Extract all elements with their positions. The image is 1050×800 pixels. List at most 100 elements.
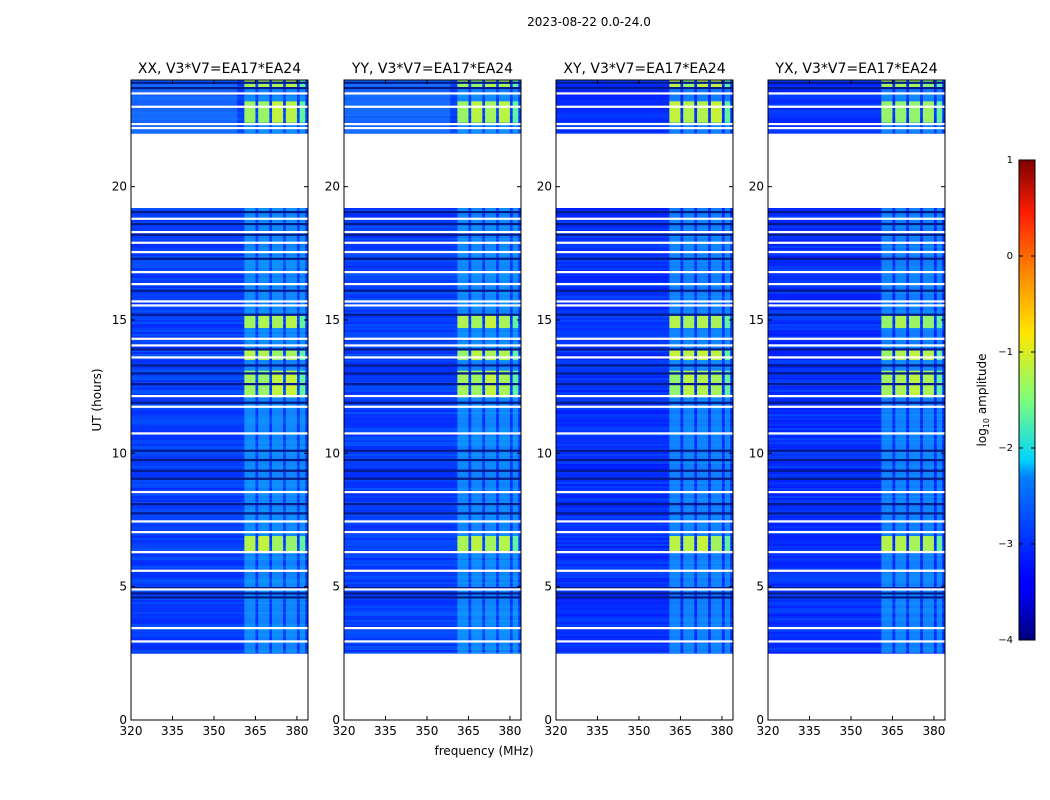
noise-row — [131, 228, 308, 230]
noise-row — [768, 318, 945, 320]
noise-row — [556, 358, 733, 360]
noise-row — [768, 452, 945, 454]
flagged-line — [768, 432, 945, 435]
noise-row — [344, 426, 521, 428]
noise-row — [556, 560, 733, 562]
y-tick-label: 10 — [749, 446, 764, 460]
noise-row — [768, 576, 945, 578]
band-burst — [512, 80, 519, 88]
noise-row — [344, 496, 521, 498]
flagged-line — [768, 531, 945, 534]
noise-row — [768, 248, 945, 250]
flagged-line — [556, 231, 733, 234]
noise-row — [131, 562, 308, 564]
noise-row — [344, 486, 521, 488]
band-burst — [710, 349, 722, 360]
dark-line — [768, 372, 945, 375]
dark-line — [131, 503, 308, 506]
y-tick-label: 0 — [544, 713, 552, 727]
noise-row — [344, 636, 521, 638]
noise-row — [768, 418, 945, 420]
noise-row — [131, 568, 308, 570]
noise-row — [556, 590, 733, 592]
flagged-line — [556, 300, 733, 303]
band-burst — [485, 314, 497, 328]
dark-line — [556, 596, 733, 599]
noise-row — [556, 444, 733, 446]
noise-row — [131, 614, 308, 616]
dark-line — [131, 596, 308, 599]
noise-row — [344, 438, 521, 440]
band-burst — [909, 101, 921, 123]
noise-row — [131, 116, 308, 118]
x-tick-label: 365 — [244, 724, 267, 738]
noise-row — [556, 352, 733, 354]
flagged-line — [344, 241, 521, 244]
noise-row — [768, 292, 945, 294]
band-burst — [512, 536, 519, 552]
band-burst — [471, 536, 483, 552]
noise-row — [344, 346, 521, 348]
spectrogram-xy — [556, 80, 733, 654]
noise-row — [131, 370, 308, 372]
noise-row — [556, 522, 733, 524]
noise-row — [556, 254, 733, 256]
noise-row — [131, 320, 308, 322]
noise-row — [344, 320, 521, 322]
noise-row — [344, 564, 521, 566]
noise-row — [131, 488, 308, 490]
noise-row — [556, 440, 733, 442]
flagged-line — [556, 217, 733, 220]
band-column — [922, 208, 934, 654]
flagged-line — [344, 105, 521, 108]
flagged-line — [131, 251, 308, 254]
noise-row — [768, 434, 945, 436]
axes-frame — [343, 79, 522, 721]
band-burst — [471, 101, 483, 123]
panels-group: XX, V3*V7=EA17*EA24 320 335 350 365 380 0 5 10 15… — [112, 61, 946, 738]
noise-row — [344, 214, 521, 216]
dark-line — [768, 459, 945, 462]
noise-row — [768, 268, 945, 270]
noise-row — [344, 416, 521, 418]
flagged-line — [131, 123, 308, 126]
noise-row — [768, 130, 945, 132]
x-tick-label: 335 — [798, 724, 821, 738]
noise-row — [768, 600, 945, 602]
noise-row — [556, 616, 733, 618]
x-tick-label: 380 — [285, 724, 308, 738]
noise-row — [768, 604, 945, 606]
flagged-line — [768, 300, 945, 303]
noise-row — [556, 414, 733, 416]
noise-row — [556, 278, 733, 280]
noise-row — [131, 444, 308, 446]
noise-row — [131, 362, 308, 364]
axes-frame — [130, 79, 309, 721]
flagged-line — [344, 337, 521, 340]
noise-row — [344, 362, 521, 364]
band-burst — [512, 349, 519, 360]
noise-row — [768, 244, 945, 246]
flagged-line — [344, 127, 521, 130]
noise-row — [556, 90, 733, 92]
noise-row — [344, 376, 521, 378]
noise-row — [768, 568, 945, 570]
noise-row — [344, 648, 521, 650]
noise-row — [131, 598, 308, 600]
noise-row — [131, 268, 308, 270]
noise-row — [556, 476, 733, 478]
noise-row — [556, 566, 733, 568]
band-burst — [258, 536, 270, 552]
flagged-line — [768, 92, 945, 95]
flagged-line — [768, 105, 945, 108]
noise-row — [131, 84, 308, 86]
flagged-line — [768, 640, 945, 643]
noise-row — [131, 286, 308, 288]
noise-row — [768, 346, 945, 348]
noise-row — [344, 366, 521, 368]
dark-line — [131, 257, 308, 260]
noise-row — [344, 292, 521, 294]
noise-row — [344, 334, 521, 336]
noise-row — [768, 334, 945, 336]
noise-row — [556, 538, 733, 540]
